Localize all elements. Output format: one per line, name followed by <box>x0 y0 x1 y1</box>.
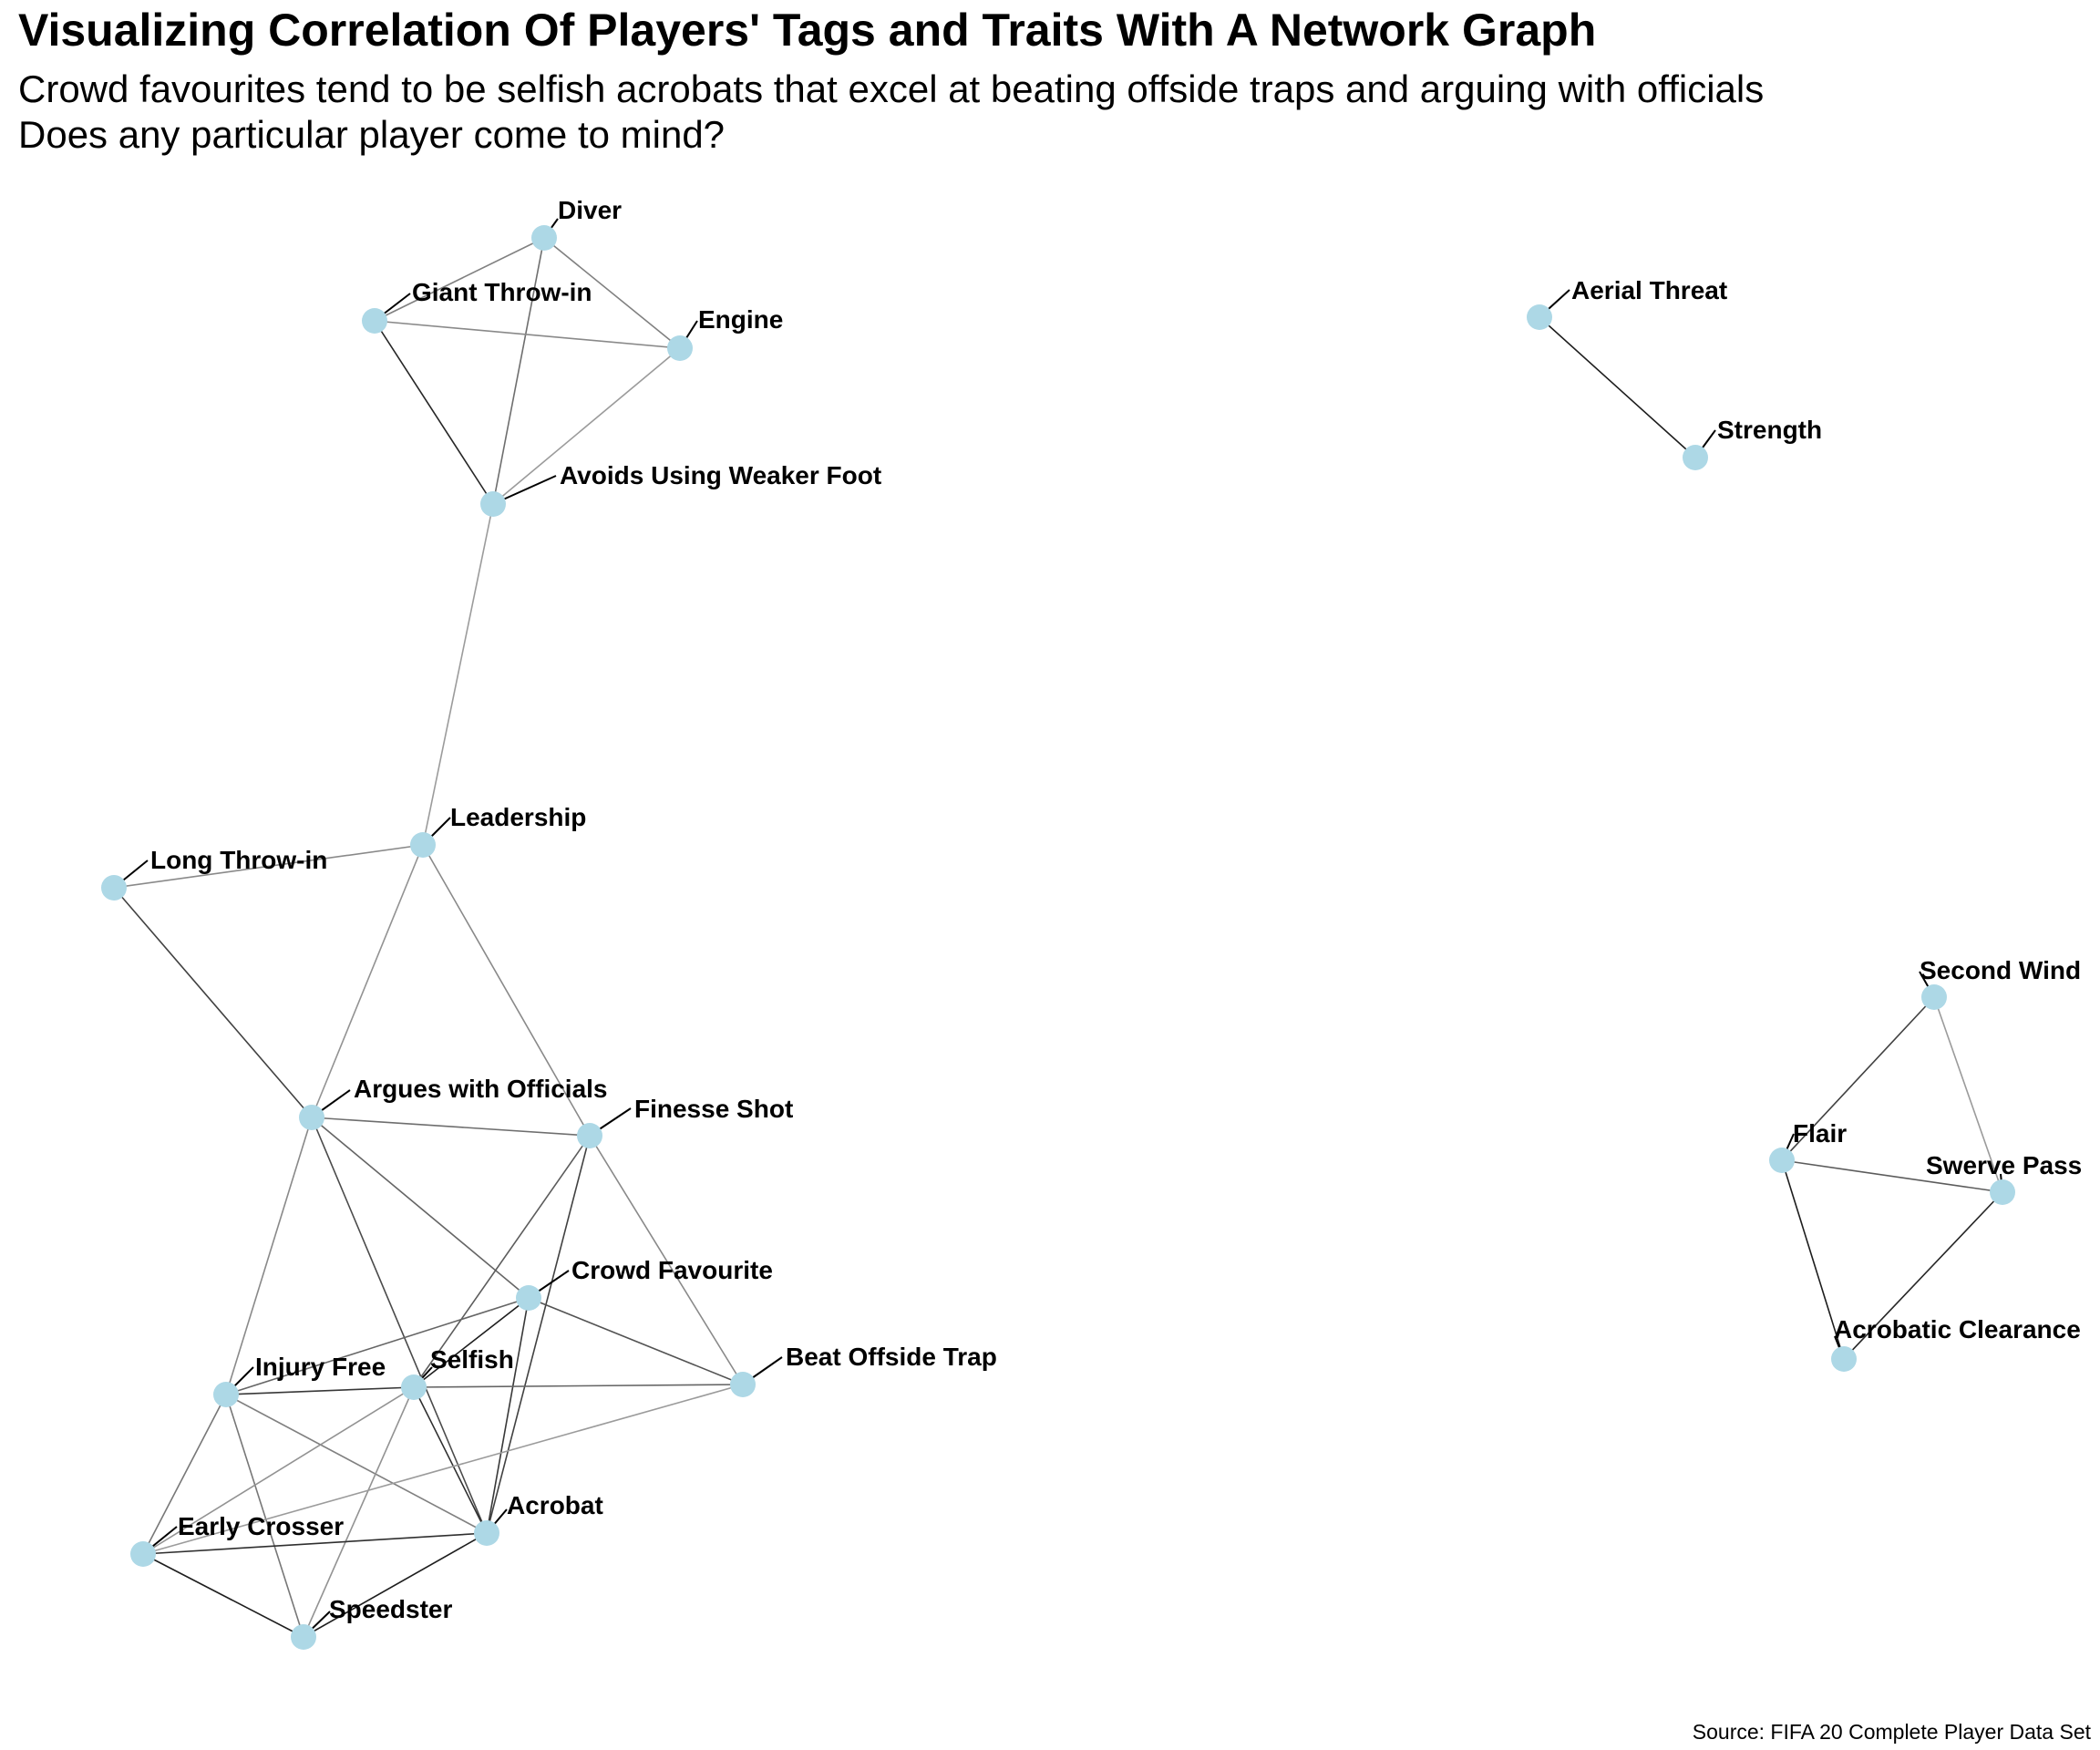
node-label-aerial-threat: Aerial Threat <box>1571 276 1727 304</box>
edge-diver-avoids-weaker-foot <box>492 237 545 505</box>
edge-swerve-pass-acrobatic-clearance <box>1843 1191 2003 1360</box>
node-crowd-favourite <box>516 1285 541 1311</box>
edge-finesse-shot-acrobat <box>486 1135 591 1534</box>
node-label-early-crosser: Early Crosser <box>178 1512 344 1540</box>
node-second-wind <box>1921 984 1947 1010</box>
node-early-crosser <box>130 1541 156 1567</box>
node-label-finesse-shot: Finesse Shot <box>634 1095 793 1123</box>
node-label-avoids-weaker-foot: Avoids Using Weaker Foot <box>560 461 881 489</box>
edge-crowd-favourite-selfish <box>413 1297 530 1388</box>
edge-acrobat-speedster <box>303 1532 488 1638</box>
node-label-engine: Engine <box>698 305 783 334</box>
edge-diver-giant-throw-in <box>374 237 545 322</box>
node-argues-officials <box>299 1105 324 1130</box>
edge-finesse-shot-selfish <box>413 1135 591 1388</box>
node-strength <box>1683 445 1708 470</box>
edge-crowd-favourite-injury-free <box>225 1297 530 1395</box>
edge-selfish-beat-offside-trap <box>413 1384 744 1388</box>
node-selfish <box>401 1374 427 1400</box>
node-label-acrobat: Acrobat <box>507 1491 603 1519</box>
node-diver <box>531 225 557 251</box>
graph-subtitle-line-1: Crowd favourites tend to be selfish acro… <box>18 67 1764 110</box>
node-label-beat-offside-trap: Beat Offside Trap <box>786 1343 997 1371</box>
node-finesse-shot <box>577 1123 602 1148</box>
edge-long-throw-in-argues-officials <box>113 887 313 1118</box>
edge-injury-free-speedster <box>225 1394 304 1638</box>
edge-second-wind-swerve-pass <box>1933 996 2003 1193</box>
node-long-throw-in <box>101 875 127 901</box>
edge-giant-throw-in-engine <box>374 320 681 349</box>
nodes-layer <box>101 225 2015 1650</box>
node-swerve-pass <box>1990 1179 2015 1205</box>
edge-beat-offside-trap-early-crosser <box>142 1384 744 1555</box>
edge-aerial-threat-strength <box>1539 316 1696 458</box>
node-label-injury-free: Injury Free <box>255 1353 386 1381</box>
node-label-second-wind: Second Wind <box>1920 956 2081 984</box>
node-label-swerve-pass: Swerve Pass <box>1926 1151 2082 1179</box>
edge-flair-acrobatic-clearance <box>1781 1159 1845 1360</box>
edge-giant-throw-in-avoids-weaker-foot <box>374 320 494 505</box>
edge-injury-free-selfish <box>225 1386 415 1395</box>
node-label-selfish: Selfish <box>430 1345 514 1374</box>
node-speedster <box>291 1624 316 1650</box>
node-label-long-throw-in: Long Throw-in <box>150 846 327 874</box>
edge-selfish-early-crosser <box>142 1386 415 1555</box>
edge-argues-officials-acrobat <box>311 1117 488 1534</box>
edge-leadership-argues-officials <box>311 844 424 1118</box>
edge-crowd-favourite-beat-offside-trap <box>528 1297 744 1385</box>
edge-finesse-shot-beat-offside-trap <box>589 1135 744 1385</box>
graph-title: Visualizing Correlation Of Players' Tags… <box>18 5 1596 56</box>
edge-injury-free-early-crosser <box>142 1394 227 1555</box>
edge-second-wind-flair <box>1781 996 1935 1161</box>
node-injury-free <box>213 1382 239 1407</box>
node-label-strength: Strength <box>1717 416 1822 444</box>
node-label-leadership: Leadership <box>450 803 586 831</box>
edge-crowd-favourite-acrobat <box>486 1297 530 1534</box>
edge-leadership-long-throw-in <box>113 844 424 889</box>
edge-injury-free-acrobat <box>225 1394 488 1534</box>
edge-diver-engine <box>543 237 681 349</box>
node-label-argues-officials: Argues with Officials <box>354 1075 608 1103</box>
source-caption: Source: FIFA 20 Complete Player Data Set <box>1693 1720 2092 1744</box>
edge-argues-officials-injury-free <box>225 1117 313 1395</box>
edge-selfish-speedster <box>303 1386 415 1638</box>
node-label-diver: Diver <box>558 196 622 224</box>
node-engine <box>667 335 693 361</box>
node-aerial-threat <box>1527 304 1552 330</box>
node-label-speedster: Speedster <box>329 1595 452 1623</box>
node-label-giant-throw-in: Giant Throw-in <box>412 278 592 306</box>
node-avoids-weaker-foot <box>480 491 506 517</box>
edge-avoids-weaker-foot-leadership <box>422 503 494 846</box>
node-label-flair: Flair <box>1793 1119 1847 1148</box>
edge-early-crosser-speedster <box>142 1553 304 1638</box>
node-label-crowd-favourite: Crowd Favourite <box>571 1256 773 1284</box>
node-labels-layer: Diver Giant Throw-in Engine Avoids Using We… <box>150 196 2082 1623</box>
edge-acrobat-early-crosser <box>142 1532 488 1555</box>
edge-selfish-acrobat <box>413 1386 488 1534</box>
node-label-acrobatic-clearance: Acrobatic Clearance <box>1834 1315 2081 1343</box>
node-giant-throw-in <box>362 308 387 334</box>
edge-leadership-finesse-shot <box>422 844 591 1137</box>
node-acrobatic-clearance <box>1831 1346 1857 1372</box>
edge-engine-avoids-weaker-foot <box>492 347 681 505</box>
edge-argues-officials-crowd-favourite <box>311 1117 530 1299</box>
node-flair <box>1769 1148 1795 1173</box>
node-leadership <box>410 832 436 858</box>
graph-subtitle-line-2: Does any particular player come to mind? <box>18 113 725 156</box>
edge-flair-swerve-pass <box>1781 1159 2003 1193</box>
node-beat-offside-trap <box>730 1372 756 1397</box>
node-acrobat <box>474 1520 499 1546</box>
edge-argues-officials-finesse-shot <box>311 1117 591 1137</box>
edges-layer <box>113 237 2003 1638</box>
